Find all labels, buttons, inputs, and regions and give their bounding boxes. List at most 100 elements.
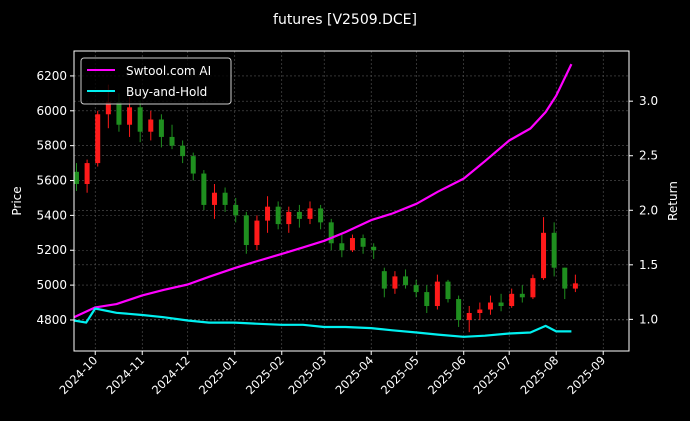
candle-body: [307, 208, 313, 219]
candle-body: [562, 267, 568, 289]
candle: [456, 295, 462, 327]
candle-body: [105, 102, 111, 115]
candle: [222, 187, 228, 212]
candle-body: [456, 299, 462, 320]
candle-body: [84, 163, 90, 185]
candle-body: [275, 206, 281, 225]
y-tick-label-left: 6000: [36, 104, 67, 118]
x-tick-label: 2025-07: [470, 353, 514, 397]
candle: [286, 206, 292, 233]
candle: [509, 288, 515, 308]
x-tick-label: 2025-05: [378, 353, 422, 397]
y-tick-label-right: 1.5: [639, 258, 658, 272]
candle: [137, 100, 143, 143]
candle-body: [519, 293, 525, 298]
candle-body: [201, 173, 207, 205]
candle: [403, 269, 409, 289]
return-lines: [73, 63, 573, 338]
legend-box: [80, 57, 232, 105]
y-tick-label-left: 4800: [36, 313, 67, 327]
candle: [158, 114, 164, 148]
legend: Swtool.com AI Buy-and-Hold: [80, 57, 232, 105]
candle-body: [243, 215, 249, 246]
candle: [519, 285, 525, 303]
x-tick-label: 2025-06: [425, 353, 469, 397]
y-tick-label-left: 5800: [36, 139, 67, 153]
candle-body: [211, 192, 217, 205]
candle: [265, 196, 271, 233]
x-tick-label: 2025-09: [564, 353, 608, 397]
legend-label-ai: Swtool.com AI: [126, 64, 211, 78]
candle: [180, 140, 186, 164]
candle-body: [360, 238, 366, 247]
y-tick-label-left: 5000: [36, 278, 67, 292]
x-tick-label: 2024-12: [149, 353, 193, 397]
candle: [190, 152, 196, 181]
candle-body: [190, 156, 196, 174]
candle: [328, 218, 334, 251]
candle-body: [127, 107, 133, 125]
candle: [424, 285, 430, 313]
x-tick-label: 2025-01: [196, 353, 240, 397]
candle-body: [254, 220, 260, 246]
y-axis-label-right: Return: [666, 181, 680, 221]
candle-body: [392, 276, 398, 289]
candle: [275, 201, 281, 230]
x-tick-label: 2025-03: [285, 353, 329, 397]
x-tick-label: 2025-08: [517, 353, 561, 397]
candle-body: [381, 271, 387, 289]
buy-and-hold-line: [73, 307, 572, 338]
y-tick-label-right: 1.0: [639, 312, 658, 326]
candle-body: [413, 285, 419, 293]
x-tick-label: 2025-02: [243, 353, 287, 397]
ai-return-line: [73, 63, 573, 319]
candle: [307, 201, 313, 225]
candle: [413, 279, 419, 298]
candle: [84, 159, 90, 193]
candle: [562, 267, 568, 300]
candle: [254, 215, 260, 251]
candle: [487, 295, 493, 315]
candle-body: [222, 192, 228, 205]
candle-body: [233, 204, 239, 216]
candle: [318, 204, 324, 230]
candle: [296, 204, 302, 228]
candle: [243, 211, 249, 254]
candle: [445, 279, 451, 303]
candle-body: [137, 107, 143, 132]
candle-body: [158, 119, 164, 137]
candle-body: [339, 243, 345, 251]
candle-body: [180, 145, 186, 157]
candle-body: [403, 276, 409, 286]
candle-body: [148, 119, 154, 132]
candle-body: [498, 302, 504, 307]
candle: [201, 170, 207, 211]
y-tick-label-right: 2.0: [639, 203, 658, 217]
candle-body: [487, 302, 493, 310]
candle: [95, 110, 101, 167]
x-tick-label: 2024-10: [56, 353, 100, 397]
x-tick-label: 2024-11: [103, 353, 147, 397]
candle: [360, 234, 366, 254]
candle-body: [95, 114, 101, 164]
legend-label-bh: Buy-and-Hold: [126, 85, 207, 99]
candle: [392, 271, 398, 294]
y-axis-label-left: Price: [10, 186, 24, 215]
candle-body: [434, 281, 440, 307]
candle: [541, 217, 547, 280]
candle-body: [349, 238, 355, 251]
y-tick-label-left: 6200: [36, 69, 67, 83]
candle-body: [318, 208, 324, 223]
candle-body: [551, 232, 557, 268]
y-tick-label-right: 3.0: [639, 94, 658, 108]
candle: [434, 274, 440, 310]
y-tick-label-left: 5600: [36, 174, 67, 188]
candle: [466, 306, 472, 333]
y-tick-label-left: 5200: [36, 243, 67, 257]
candle: [169, 124, 175, 150]
candle-body: [541, 232, 547, 279]
candle-body: [169, 136, 175, 146]
x-tick-label: 2025-04: [332, 353, 376, 397]
candle-body: [572, 283, 578, 289]
